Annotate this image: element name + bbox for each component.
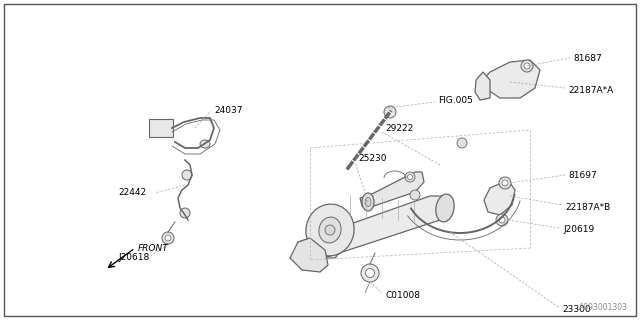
Circle shape	[502, 180, 508, 186]
Text: 23300: 23300	[562, 306, 591, 315]
FancyBboxPatch shape	[149, 119, 173, 137]
Text: 24037: 24037	[214, 106, 243, 115]
Ellipse shape	[200, 140, 210, 148]
Ellipse shape	[319, 217, 341, 243]
Circle shape	[408, 174, 413, 180]
Circle shape	[306, 244, 314, 252]
Circle shape	[331, 232, 335, 236]
Circle shape	[384, 106, 396, 118]
Text: 25230: 25230	[358, 154, 387, 163]
Circle shape	[165, 235, 171, 241]
Ellipse shape	[365, 197, 371, 206]
Polygon shape	[360, 172, 424, 208]
Circle shape	[180, 208, 190, 218]
Circle shape	[457, 138, 467, 148]
Circle shape	[521, 60, 533, 72]
Polygon shape	[290, 238, 328, 272]
Text: 81687: 81687	[573, 53, 602, 62]
Text: 81697: 81697	[568, 171, 596, 180]
Ellipse shape	[436, 194, 454, 222]
Circle shape	[325, 225, 335, 235]
Polygon shape	[475, 72, 490, 100]
Text: 22187A*B: 22187A*B	[565, 203, 611, 212]
Ellipse shape	[306, 204, 354, 256]
Circle shape	[329, 230, 337, 238]
Circle shape	[182, 170, 192, 180]
Polygon shape	[298, 228, 345, 258]
Circle shape	[496, 214, 508, 226]
Circle shape	[361, 264, 379, 282]
Circle shape	[405, 172, 415, 182]
Text: A093001303: A093001303	[579, 303, 628, 312]
Text: 22442: 22442	[118, 188, 146, 196]
Polygon shape	[483, 60, 540, 98]
Circle shape	[308, 246, 312, 250]
Text: FRONT: FRONT	[138, 244, 169, 252]
Circle shape	[162, 232, 174, 244]
Circle shape	[499, 217, 505, 223]
Polygon shape	[484, 180, 515, 215]
Circle shape	[365, 268, 374, 277]
Text: 29222: 29222	[385, 124, 413, 132]
Text: FIG.005: FIG.005	[438, 95, 473, 105]
Text: 22187A*A: 22187A*A	[568, 85, 613, 94]
Ellipse shape	[362, 193, 374, 211]
Text: J20618: J20618	[118, 253, 149, 262]
Circle shape	[410, 190, 420, 200]
Circle shape	[499, 177, 511, 189]
Text: J20619: J20619	[563, 225, 595, 234]
Circle shape	[524, 63, 530, 69]
Text: C01008: C01008	[385, 292, 420, 300]
Polygon shape	[298, 196, 448, 260]
